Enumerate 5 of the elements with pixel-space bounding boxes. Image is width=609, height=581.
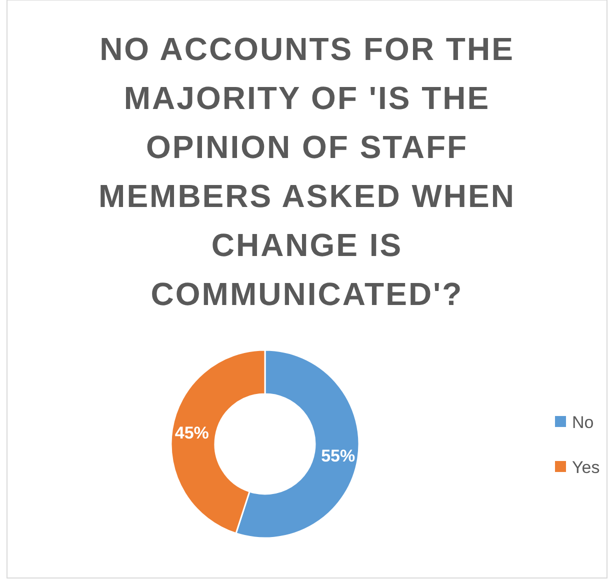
data-label: 55% [321, 446, 356, 466]
legend-label: No [572, 412, 594, 432]
data-label: 45% [174, 423, 209, 442]
legend-label: Yes [572, 458, 600, 477]
chart-title: NO ACCOUNTS FOR THE MAJORITY OF 'IS THE OPINION OF STAFF MEMBERS ASKED WHEN CHANGE IS COMMUNICATED'? [98, 31, 516, 312]
